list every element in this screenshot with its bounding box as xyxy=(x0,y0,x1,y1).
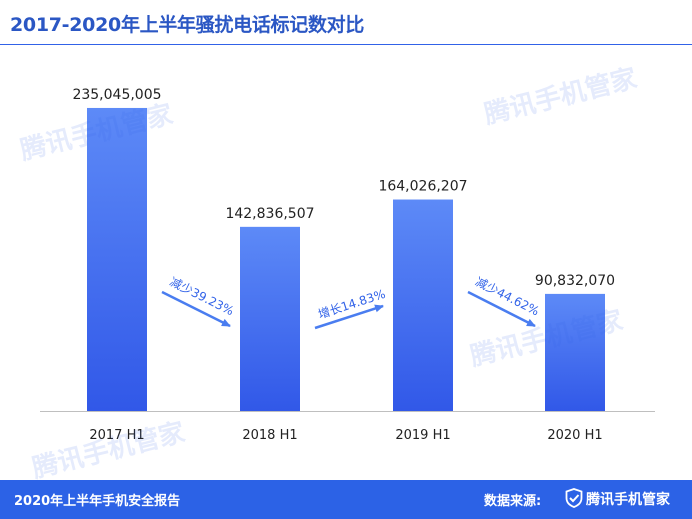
source-label: 数据来源: xyxy=(484,494,542,509)
x-tick-label: 2020 H1 xyxy=(547,428,602,443)
report-name: 2020年上半年手机安全报告 xyxy=(14,494,181,509)
bar-chart: 235,045,005 2017 H1 142,836,507 2018 H1 164,… xyxy=(40,87,655,443)
x-tick-label: 2019 H1 xyxy=(395,428,450,443)
x-tick-label: 2018 H1 xyxy=(242,428,297,443)
data-label: 90,832,070 xyxy=(535,273,615,289)
bar xyxy=(240,226,300,411)
title-divider xyxy=(0,44,692,45)
data-label: 235,045,005 xyxy=(72,87,161,103)
bar xyxy=(87,107,147,411)
bar xyxy=(393,199,453,411)
change-arrow xyxy=(467,290,536,328)
data-label: 164,026,207 xyxy=(378,179,467,195)
x-tick-label: 2017 H1 xyxy=(89,428,144,443)
footer-bar: 2020年上半年手机安全报告 数据来源: 腾讯手机管家 xyxy=(0,480,692,519)
change-arrow xyxy=(314,304,384,330)
change-arrow xyxy=(161,290,231,328)
brand-name: 腾讯手机管家 xyxy=(586,492,670,508)
shield-check-icon xyxy=(565,488,583,508)
chart-title: 2017-2020年上半年骚扰电话标记数对比 xyxy=(10,14,365,36)
bar xyxy=(545,293,605,411)
data-label: 142,836,507 xyxy=(225,206,314,222)
